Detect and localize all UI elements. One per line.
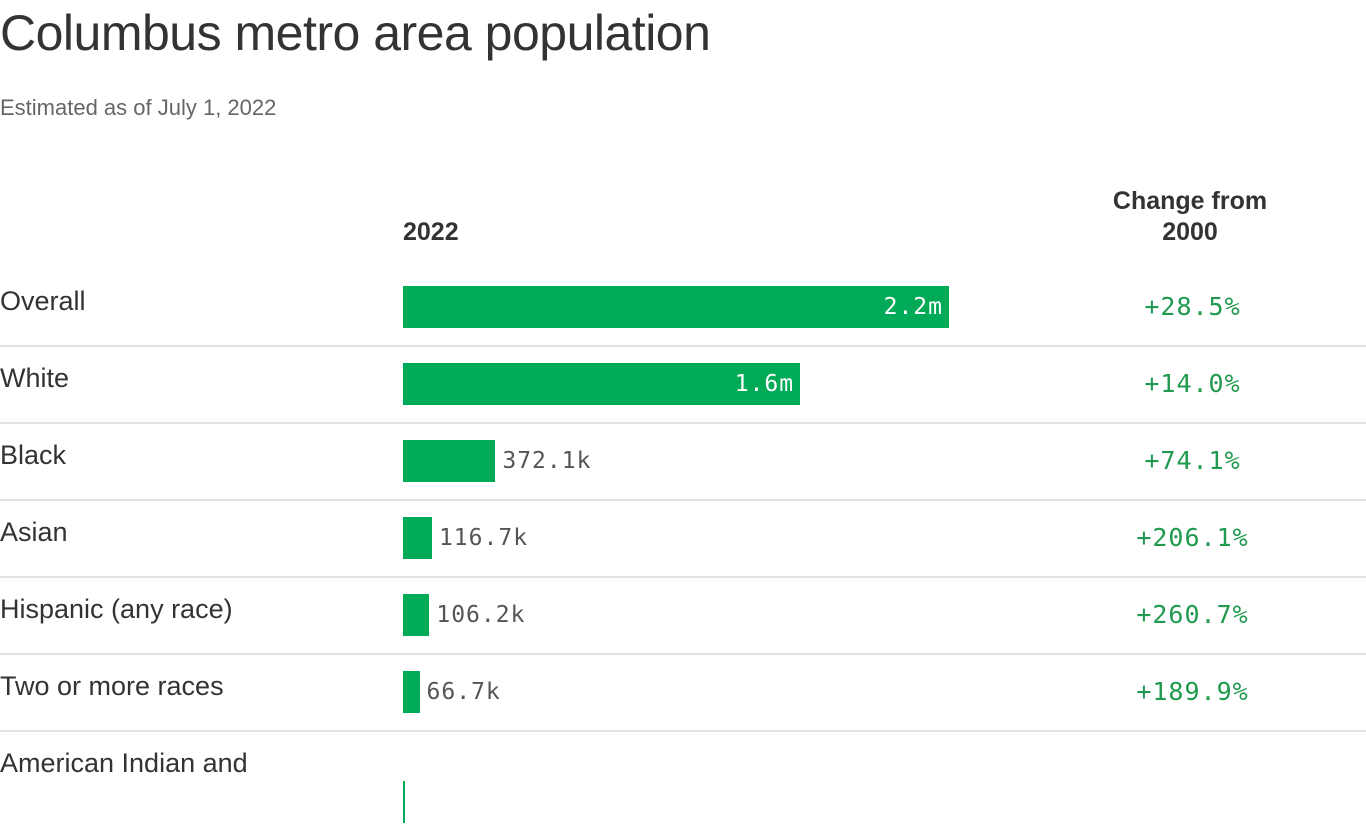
bar (403, 781, 405, 823)
value-label: 372.1k (502, 448, 592, 474)
value-label: 106.2k (436, 602, 526, 628)
table-row: Asian 116.7k +206.1% (0, 517, 1366, 594)
value-label: 66.7k (426, 679, 501, 705)
category-label: Two or more races (0, 671, 224, 701)
value-label: 1.6m (734, 371, 795, 397)
category-label: Overall (0, 286, 86, 316)
column-header-2022: 2022 (403, 218, 459, 246)
change-value: +14.0% (1144, 369, 1241, 398)
chart-subtitle: Estimated as of July 1, 2022 (0, 95, 277, 120)
bar (403, 671, 420, 713)
category-label: Asian (0, 517, 68, 547)
change-value: +189.9% (1136, 677, 1249, 706)
row-divider (0, 576, 1366, 578)
change-value: +206.1% (1136, 523, 1249, 552)
table-row: Overall 2.2m +28.5% (0, 286, 1366, 363)
row-divider (0, 499, 1366, 501)
category-label: American Indian and (0, 748, 248, 778)
row-divider (0, 422, 1366, 424)
row-divider (0, 653, 1366, 655)
table-row: Black 372.1k +74.1% (0, 440, 1366, 517)
row-divider (0, 730, 1366, 732)
change-value: +74.1% (1144, 446, 1241, 475)
category-label: Black (0, 440, 67, 470)
bar (403, 286, 949, 328)
value-label: 2.2m (883, 294, 943, 320)
category-label: White (0, 363, 70, 393)
row-divider (0, 345, 1366, 347)
column-header-change: Change from 2000 (1112, 187, 1268, 246)
table-row: Two or more races 66.7k +189.9% (0, 671, 1366, 748)
bar (403, 363, 801, 405)
value-label: 116.7k (438, 525, 529, 551)
chart-title: Columbus metro area population (0, 5, 711, 61)
bar (403, 594, 430, 636)
category-label: Hispanic (any race) (0, 594, 233, 624)
bar (403, 440, 496, 482)
change-value: +28.5% (1144, 292, 1241, 321)
table-row: Hispanic (any race) 106.2k +260.7% (0, 594, 1366, 671)
change-value: +260.7% (1136, 600, 1249, 629)
bar (403, 517, 432, 559)
table-row: White 1.6m +14.0% (0, 363, 1366, 440)
table-row: American Indian and (0, 748, 1366, 825)
